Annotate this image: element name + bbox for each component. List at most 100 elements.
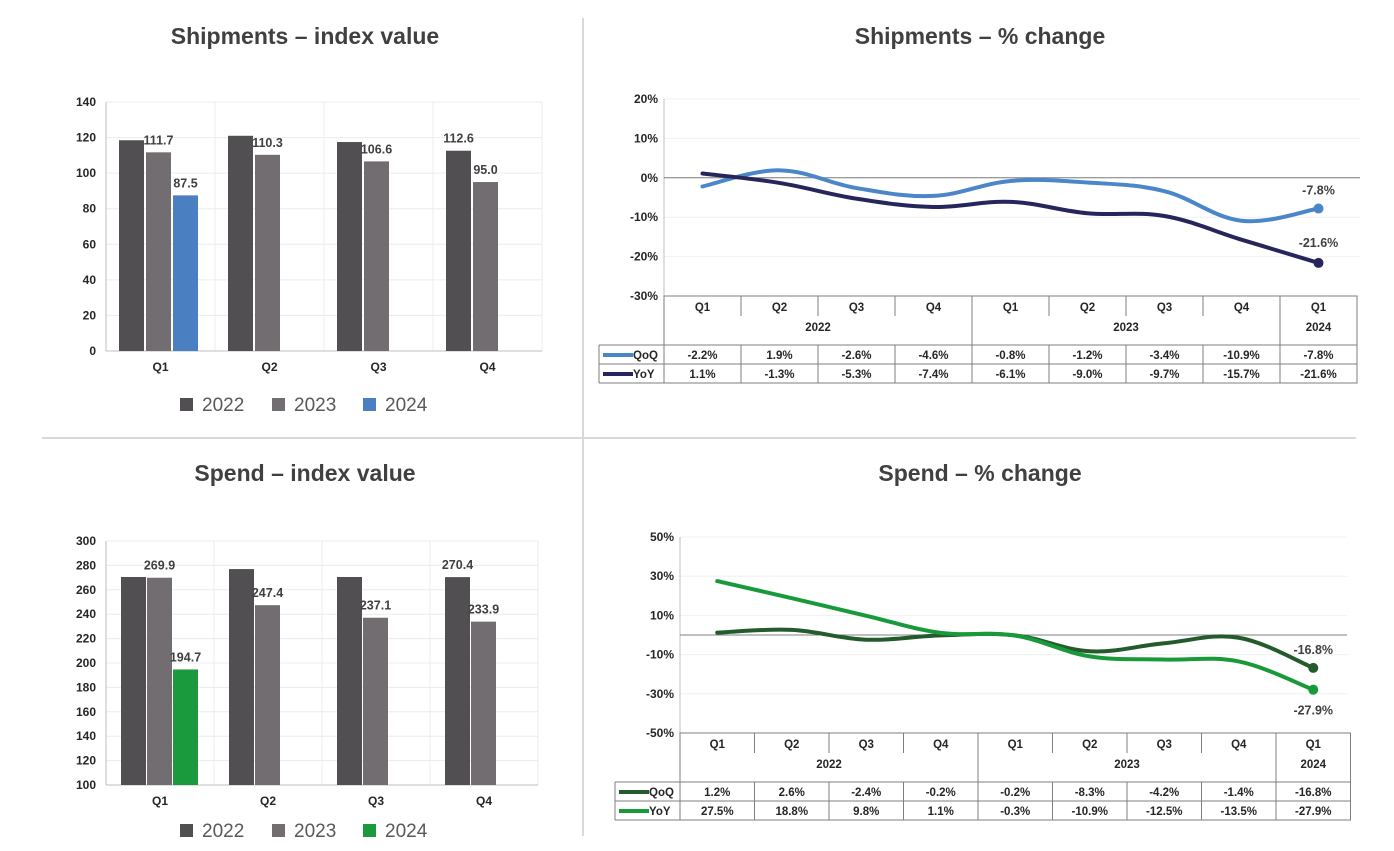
table-cell: 1.1% <box>928 806 954 818</box>
year-label: 2024 <box>1300 759 1326 771</box>
legend-label-QoQ: QoQ <box>633 350 658 362</box>
y-tick-label: 300 <box>76 534 96 548</box>
chart-title: Shipments – % change <box>855 23 1106 49</box>
y-tick-label: 200 <box>76 656 96 670</box>
vertical-divider <box>582 18 584 836</box>
x-tick-label: Q1 <box>1008 739 1024 751</box>
table-cell: 9.8% <box>853 806 879 818</box>
x-tick-label: Q3 <box>370 360 386 374</box>
bar-2023-q3 <box>363 617 388 785</box>
legend-swatch-2022 <box>180 398 193 411</box>
bar-2023-q2 <box>255 605 280 785</box>
legend-label-YoY: YoY <box>633 369 655 381</box>
line-YoY <box>700 171 1321 265</box>
end-marker-QoQ <box>1308 662 1319 673</box>
year-label: 2023 <box>1114 759 1140 771</box>
legend-label-2022: 2022 <box>202 395 244 416</box>
y-tick-label: 0 <box>89 344 96 358</box>
y-tick-label: 20 <box>83 308 97 322</box>
table-cell: 27.5% <box>701 806 734 818</box>
table-cell: 2.6% <box>779 787 805 799</box>
bar-2022-q3 <box>337 142 362 351</box>
bar-2023-q4 <box>471 621 496 785</box>
y-tick-label: 20% <box>634 92 658 106</box>
x-tick-label: Q4 <box>479 360 495 374</box>
year-label: 2023 <box>1113 322 1139 334</box>
year-label: 2022 <box>805 322 831 334</box>
table-cell: -2.6% <box>841 350 871 362</box>
bar-2022-q4 <box>446 150 471 351</box>
table-cell: 1.1% <box>689 369 715 381</box>
legend-swatch-2023 <box>272 824 285 837</box>
x-tick-label: Q1 <box>1003 302 1019 314</box>
bar-2022-q1 <box>119 140 144 351</box>
end-label-YoY: -21.6% <box>1299 236 1339 250</box>
x-tick-label: Q2 <box>1082 739 1097 751</box>
y-tick-label: 100 <box>76 166 96 180</box>
x-tick-label: Q3 <box>1157 302 1172 314</box>
x-tick-label: Q1 <box>152 794 168 808</box>
x-tick-label: Q2 <box>784 739 799 751</box>
y-tick-label: 220 <box>76 632 96 646</box>
end-label-YoY: -27.9% <box>1293 704 1333 718</box>
x-tick-label: Q4 <box>1231 739 1247 751</box>
y-tick-label: 120 <box>76 131 96 145</box>
table-cell: 1.2% <box>704 787 730 799</box>
y-tick-label: 160 <box>76 705 96 719</box>
chart-title: Shipments – index value <box>171 23 439 49</box>
bar-2022-q2 <box>228 135 253 351</box>
chart-title: Spend – % change <box>878 460 1081 486</box>
legend-label-2024: 2024 <box>385 821 428 842</box>
table-cell: -13.5% <box>1221 806 1257 818</box>
table-cell: 1.9% <box>766 350 792 362</box>
bar-data-label: 106.6 <box>361 142 392 156</box>
year-label: 2024 <box>1306 322 1332 334</box>
table-cell: -4.2% <box>1149 787 1179 799</box>
y-tick-label: 260 <box>76 583 96 597</box>
line-YoY <box>715 579 1316 692</box>
end-marker-QoQ <box>1313 203 1324 214</box>
x-tick-label: Q4 <box>476 794 492 808</box>
legend-swatch-2024 <box>363 824 376 837</box>
table-cell: -10.9% <box>1072 806 1108 818</box>
legend-label-YoY: YoY <box>649 806 671 818</box>
table-cell: -0.3% <box>1000 806 1030 818</box>
y-tick-label: 180 <box>76 680 96 694</box>
line-QoQ <box>700 168 1321 224</box>
table-cell: -0.8% <box>995 350 1025 362</box>
y-tick-label: -10% <box>646 648 674 662</box>
y-tick-label: 100 <box>76 778 96 792</box>
table-cell: -2.2% <box>687 350 717 362</box>
table-cell: -1.4% <box>1224 787 1254 799</box>
table-cell: -1.2% <box>1072 350 1102 362</box>
y-tick-label: -10% <box>630 210 658 224</box>
bar-data-label: 95.0 <box>473 163 497 177</box>
table-cell: -16.8% <box>1295 787 1331 799</box>
y-tick-label: 280 <box>76 558 96 572</box>
legend-swatch-2024 <box>363 398 376 411</box>
bar-data-label: 87.5 <box>173 176 197 190</box>
table-cell: -0.2% <box>1000 787 1030 799</box>
bar-2024-q1 <box>173 669 198 785</box>
table-cell: -10.9% <box>1223 350 1259 362</box>
table-cell: -8.3% <box>1075 787 1105 799</box>
x-tick-label: Q3 <box>859 739 874 751</box>
table-cell: -9.0% <box>1072 369 1102 381</box>
bar-data-label: 110.3 <box>252 136 283 150</box>
table-cell: -9.7% <box>1149 369 1179 381</box>
horizontal-divider <box>42 437 1356 439</box>
table-cell: -3.4% <box>1149 350 1179 362</box>
legend-label-2024: 2024 <box>385 395 428 416</box>
x-tick-label: Q1 <box>695 302 711 314</box>
y-tick-label: 40 <box>83 273 97 287</box>
y-tick-label: 10% <box>634 131 658 145</box>
bar-2022-q1 <box>121 576 146 785</box>
table-cell: -5.3% <box>841 369 871 381</box>
bar-2023-q3 <box>364 161 389 351</box>
table-cell: -12.5% <box>1146 806 1182 818</box>
end-marker-YoY <box>1313 257 1324 268</box>
bar-data-label: 233.9 <box>468 603 499 617</box>
table-cell: -15.7% <box>1223 369 1259 381</box>
x-tick-label: Q2 <box>1080 302 1095 314</box>
